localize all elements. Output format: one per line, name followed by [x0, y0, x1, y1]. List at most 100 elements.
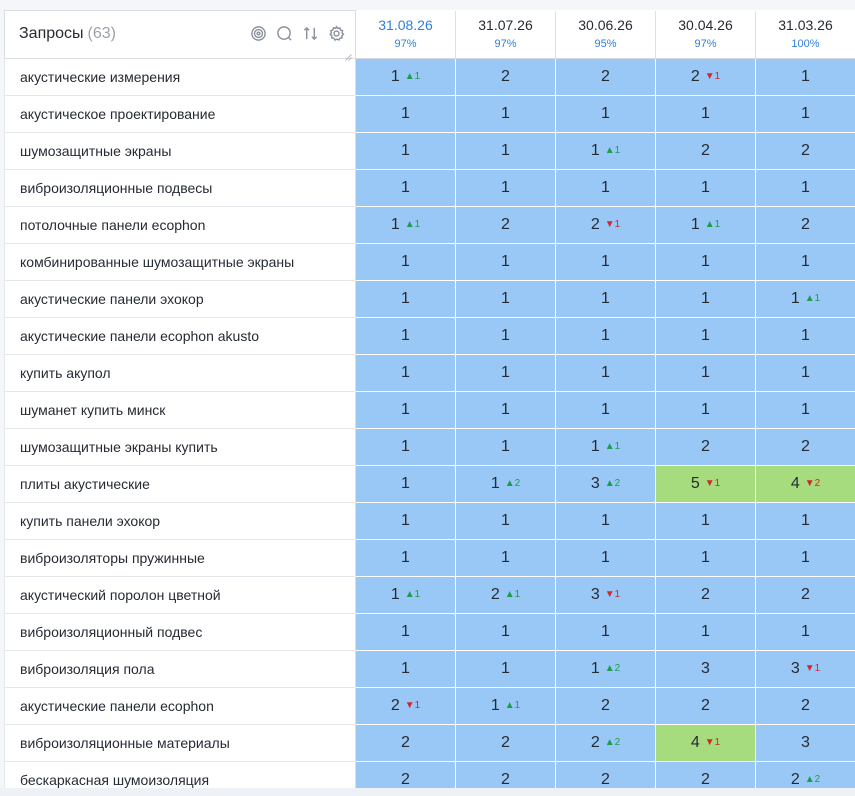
position-cell[interactable]: 1: [755, 317, 855, 355]
position-cell[interactable]: 2: [755, 687, 855, 725]
position-cell[interactable]: 1: [455, 650, 556, 688]
position-cell[interactable]: 1: [355, 354, 456, 392]
position-cell[interactable]: 2: [555, 58, 656, 96]
position-cell[interactable]: 1: [355, 280, 456, 318]
position-cell[interactable]: 1: [555, 280, 656, 318]
position-cell[interactable]: 1: [555, 539, 656, 577]
position-cell[interactable]: 1 ▲1: [355, 206, 456, 244]
position-cell[interactable]: 1: [755, 58, 855, 96]
position-cell[interactable]: 1: [455, 317, 556, 355]
date-column-header[interactable]: 31.07.26 97%: [455, 10, 556, 59]
position-cell[interactable]: 1: [355, 428, 456, 466]
position-cell[interactable]: 1: [555, 169, 656, 207]
position-cell[interactable]: 2: [455, 206, 556, 244]
query-cell[interactable]: акустические панели эхокор: [4, 280, 356, 318]
position-cell[interactable]: 1: [355, 539, 456, 577]
position-cell[interactable]: 4 ▼2: [755, 465, 855, 503]
target-icon[interactable]: [249, 24, 267, 42]
position-cell[interactable]: 1: [455, 169, 556, 207]
column-resize-handle[interactable]: [345, 48, 352, 61]
position-cell[interactable]: 1: [355, 613, 456, 651]
position-cell[interactable]: 4 ▼1: [655, 724, 756, 762]
position-cell[interactable]: 5 ▼1: [655, 465, 756, 503]
position-cell[interactable]: 1 ▲1: [655, 206, 756, 244]
position-cell[interactable]: 2: [555, 761, 656, 788]
position-cell[interactable]: 1: [355, 502, 456, 540]
position-cell[interactable]: 1: [755, 243, 855, 281]
position-cell[interactable]: 2 ▼1: [355, 687, 456, 725]
position-cell[interactable]: 1: [755, 354, 855, 392]
position-cell[interactable]: 1: [555, 243, 656, 281]
position-cell[interactable]: 3 ▼1: [555, 576, 656, 614]
position-cell[interactable]: 2: [655, 428, 756, 466]
query-cell[interactable]: бескаркасная шумоизоляция: [4, 761, 356, 788]
position-cell[interactable]: 1: [555, 317, 656, 355]
position-cell[interactable]: 2: [755, 206, 855, 244]
query-cell[interactable]: потолочные панели ecophon: [4, 206, 356, 244]
position-cell[interactable]: 2 ▼1: [555, 206, 656, 244]
position-cell[interactable]: 1: [755, 391, 855, 429]
date-column-header[interactable]: 31.03.26 100%: [755, 10, 855, 59]
position-cell[interactable]: 2: [755, 428, 855, 466]
date-column-header[interactable]: 30.04.26 97%: [655, 10, 756, 59]
position-cell[interactable]: 1: [555, 391, 656, 429]
position-cell[interactable]: 2 ▲2: [555, 724, 656, 762]
query-cell[interactable]: шумозащитные экраны купить: [4, 428, 356, 466]
position-cell[interactable]: 2: [455, 724, 556, 762]
position-cell[interactable]: 1: [355, 132, 456, 170]
position-cell[interactable]: 1 ▲1: [555, 132, 656, 170]
sort-icon[interactable]: [301, 24, 319, 42]
position-cell[interactable]: 2: [755, 132, 855, 170]
position-cell[interactable]: 1: [755, 539, 855, 577]
position-cell[interactable]: 1: [755, 613, 855, 651]
position-cell[interactable]: 1: [655, 613, 756, 651]
position-cell[interactable]: 3: [655, 650, 756, 688]
query-cell[interactable]: виброизоляционный подвес: [4, 613, 356, 651]
position-cell[interactable]: 3: [755, 724, 855, 762]
position-cell[interactable]: 2: [355, 724, 456, 762]
position-cell[interactable]: 1 ▲1: [755, 280, 855, 318]
position-cell[interactable]: 1: [555, 613, 656, 651]
query-cell[interactable]: виброизоляция пола: [4, 650, 356, 688]
position-cell[interactable]: 1: [455, 354, 556, 392]
position-cell[interactable]: 2: [655, 132, 756, 170]
position-cell[interactable]: 1: [655, 95, 756, 133]
query-cell[interactable]: виброизоляторы пружинные: [4, 539, 356, 577]
position-cell[interactable]: 1: [455, 243, 556, 281]
position-cell[interactable]: 1: [755, 95, 855, 133]
position-cell[interactable]: 1: [655, 502, 756, 540]
position-cell[interactable]: 1: [555, 95, 656, 133]
query-cell[interactable]: плиты акустические: [4, 465, 356, 503]
position-cell[interactable]: 1: [655, 280, 756, 318]
query-cell[interactable]: купить акупол: [4, 354, 356, 392]
position-cell[interactable]: 1 ▲1: [455, 687, 556, 725]
position-cell[interactable]: 1: [355, 391, 456, 429]
position-cell[interactable]: 1: [655, 354, 756, 392]
position-cell[interactable]: 1 ▲1: [355, 576, 456, 614]
query-cell[interactable]: виброизоляционные подвесы: [4, 169, 356, 207]
position-cell[interactable]: 1: [655, 243, 756, 281]
position-cell[interactable]: 1 ▲2: [455, 465, 556, 503]
date-column-header[interactable]: 30.06.26 95%: [555, 10, 656, 59]
query-cell[interactable]: виброизоляционные материалы: [4, 724, 356, 762]
position-cell[interactable]: 2: [555, 687, 656, 725]
position-cell[interactable]: 1: [555, 502, 656, 540]
position-cell[interactable]: 1: [655, 391, 756, 429]
position-cell[interactable]: 1: [355, 465, 456, 503]
position-cell[interactable]: 2: [755, 576, 855, 614]
position-cell[interactable]: 1: [455, 502, 556, 540]
position-cell[interactable]: 1: [455, 539, 556, 577]
position-cell[interactable]: 2: [655, 576, 756, 614]
query-cell[interactable]: шуманет купить минск: [4, 391, 356, 429]
position-cell[interactable]: 1 ▲1: [555, 428, 656, 466]
horizontal-scrollbar[interactable]: [0, 788, 855, 796]
position-cell[interactable]: 1: [355, 95, 456, 133]
position-cell[interactable]: 1 ▲1: [355, 58, 456, 96]
position-cell[interactable]: 1: [655, 317, 756, 355]
position-cell[interactable]: 1: [455, 280, 556, 318]
query-cell[interactable]: акустические панели ecophon akusto: [4, 317, 356, 355]
position-cell[interactable]: 1: [355, 243, 456, 281]
position-cell[interactable]: 1: [755, 502, 855, 540]
query-cell[interactable]: акустическое проектирование: [4, 95, 356, 133]
settings-icon[interactable]: [327, 24, 345, 42]
